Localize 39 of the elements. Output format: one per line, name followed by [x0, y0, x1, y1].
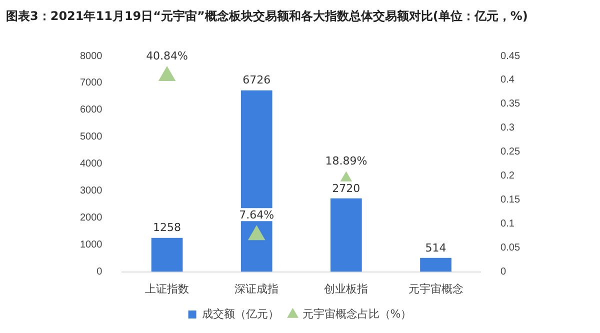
- y2-tick-label: 0.05: [500, 242, 520, 254]
- legend-label: 元宇宙概念占比（%）: [302, 307, 412, 320]
- y-tick-label: 8000: [80, 50, 103, 62]
- y-tick-label: 4000: [80, 158, 103, 170]
- y-tick-label: 2000: [80, 212, 103, 224]
- y-tick-label: 3000: [80, 186, 103, 197]
- legend-label: 成交额（亿元）: [202, 307, 279, 320]
- data-label: 1258: [153, 221, 182, 234]
- chart-title: 图表3：2021年11月19日“元宇宙”概念板块交易额和各大指数总体交易额对比(单位：亿元，%): [5, 8, 529, 25]
- data-label: 2720: [332, 182, 360, 195]
- y-tick-label: 1000: [80, 240, 103, 251]
- y2-tick-label: 0: [500, 266, 507, 278]
- data-label: 7.64%: [239, 208, 274, 222]
- x-tick-label: 元宇宙概念: [408, 282, 464, 296]
- x-tick-label: 创业板指: [324, 282, 368, 296]
- y2-tick-label: 0.35: [500, 98, 520, 110]
- bar: [420, 258, 452, 272]
- y2-tick-label: 0.3: [500, 122, 515, 134]
- y2-tick-label: 0.25: [500, 146, 520, 158]
- point: [248, 226, 265, 240]
- bar: [151, 238, 183, 272]
- y-tick-label: 6000: [80, 104, 103, 116]
- data-label: 6726: [242, 74, 271, 87]
- x-tick-label: 深证成指: [234, 282, 279, 296]
- y2-tick-label: 0.2: [500, 170, 515, 182]
- x-tick-label: 上证指数: [145, 282, 190, 296]
- y2-tick-label: 0.45: [500, 50, 520, 62]
- data-label: 40.84%: [146, 49, 188, 62]
- data-label: 18.89%: [325, 154, 368, 168]
- y-tick-label: 5000: [80, 132, 103, 143]
- y2-tick-label: 0.15: [500, 194, 520, 206]
- y2-tick-label: 0.4: [500, 74, 515, 86]
- y-tick-label: 0: [96, 266, 103, 278]
- y-tick-label: 7000: [80, 78, 103, 89]
- bar: [240, 90, 272, 272]
- y2-tick-label: 0.1: [500, 218, 515, 230]
- data-label: 514: [425, 241, 446, 254]
- point: [158, 66, 176, 81]
- bar: [330, 198, 362, 272]
